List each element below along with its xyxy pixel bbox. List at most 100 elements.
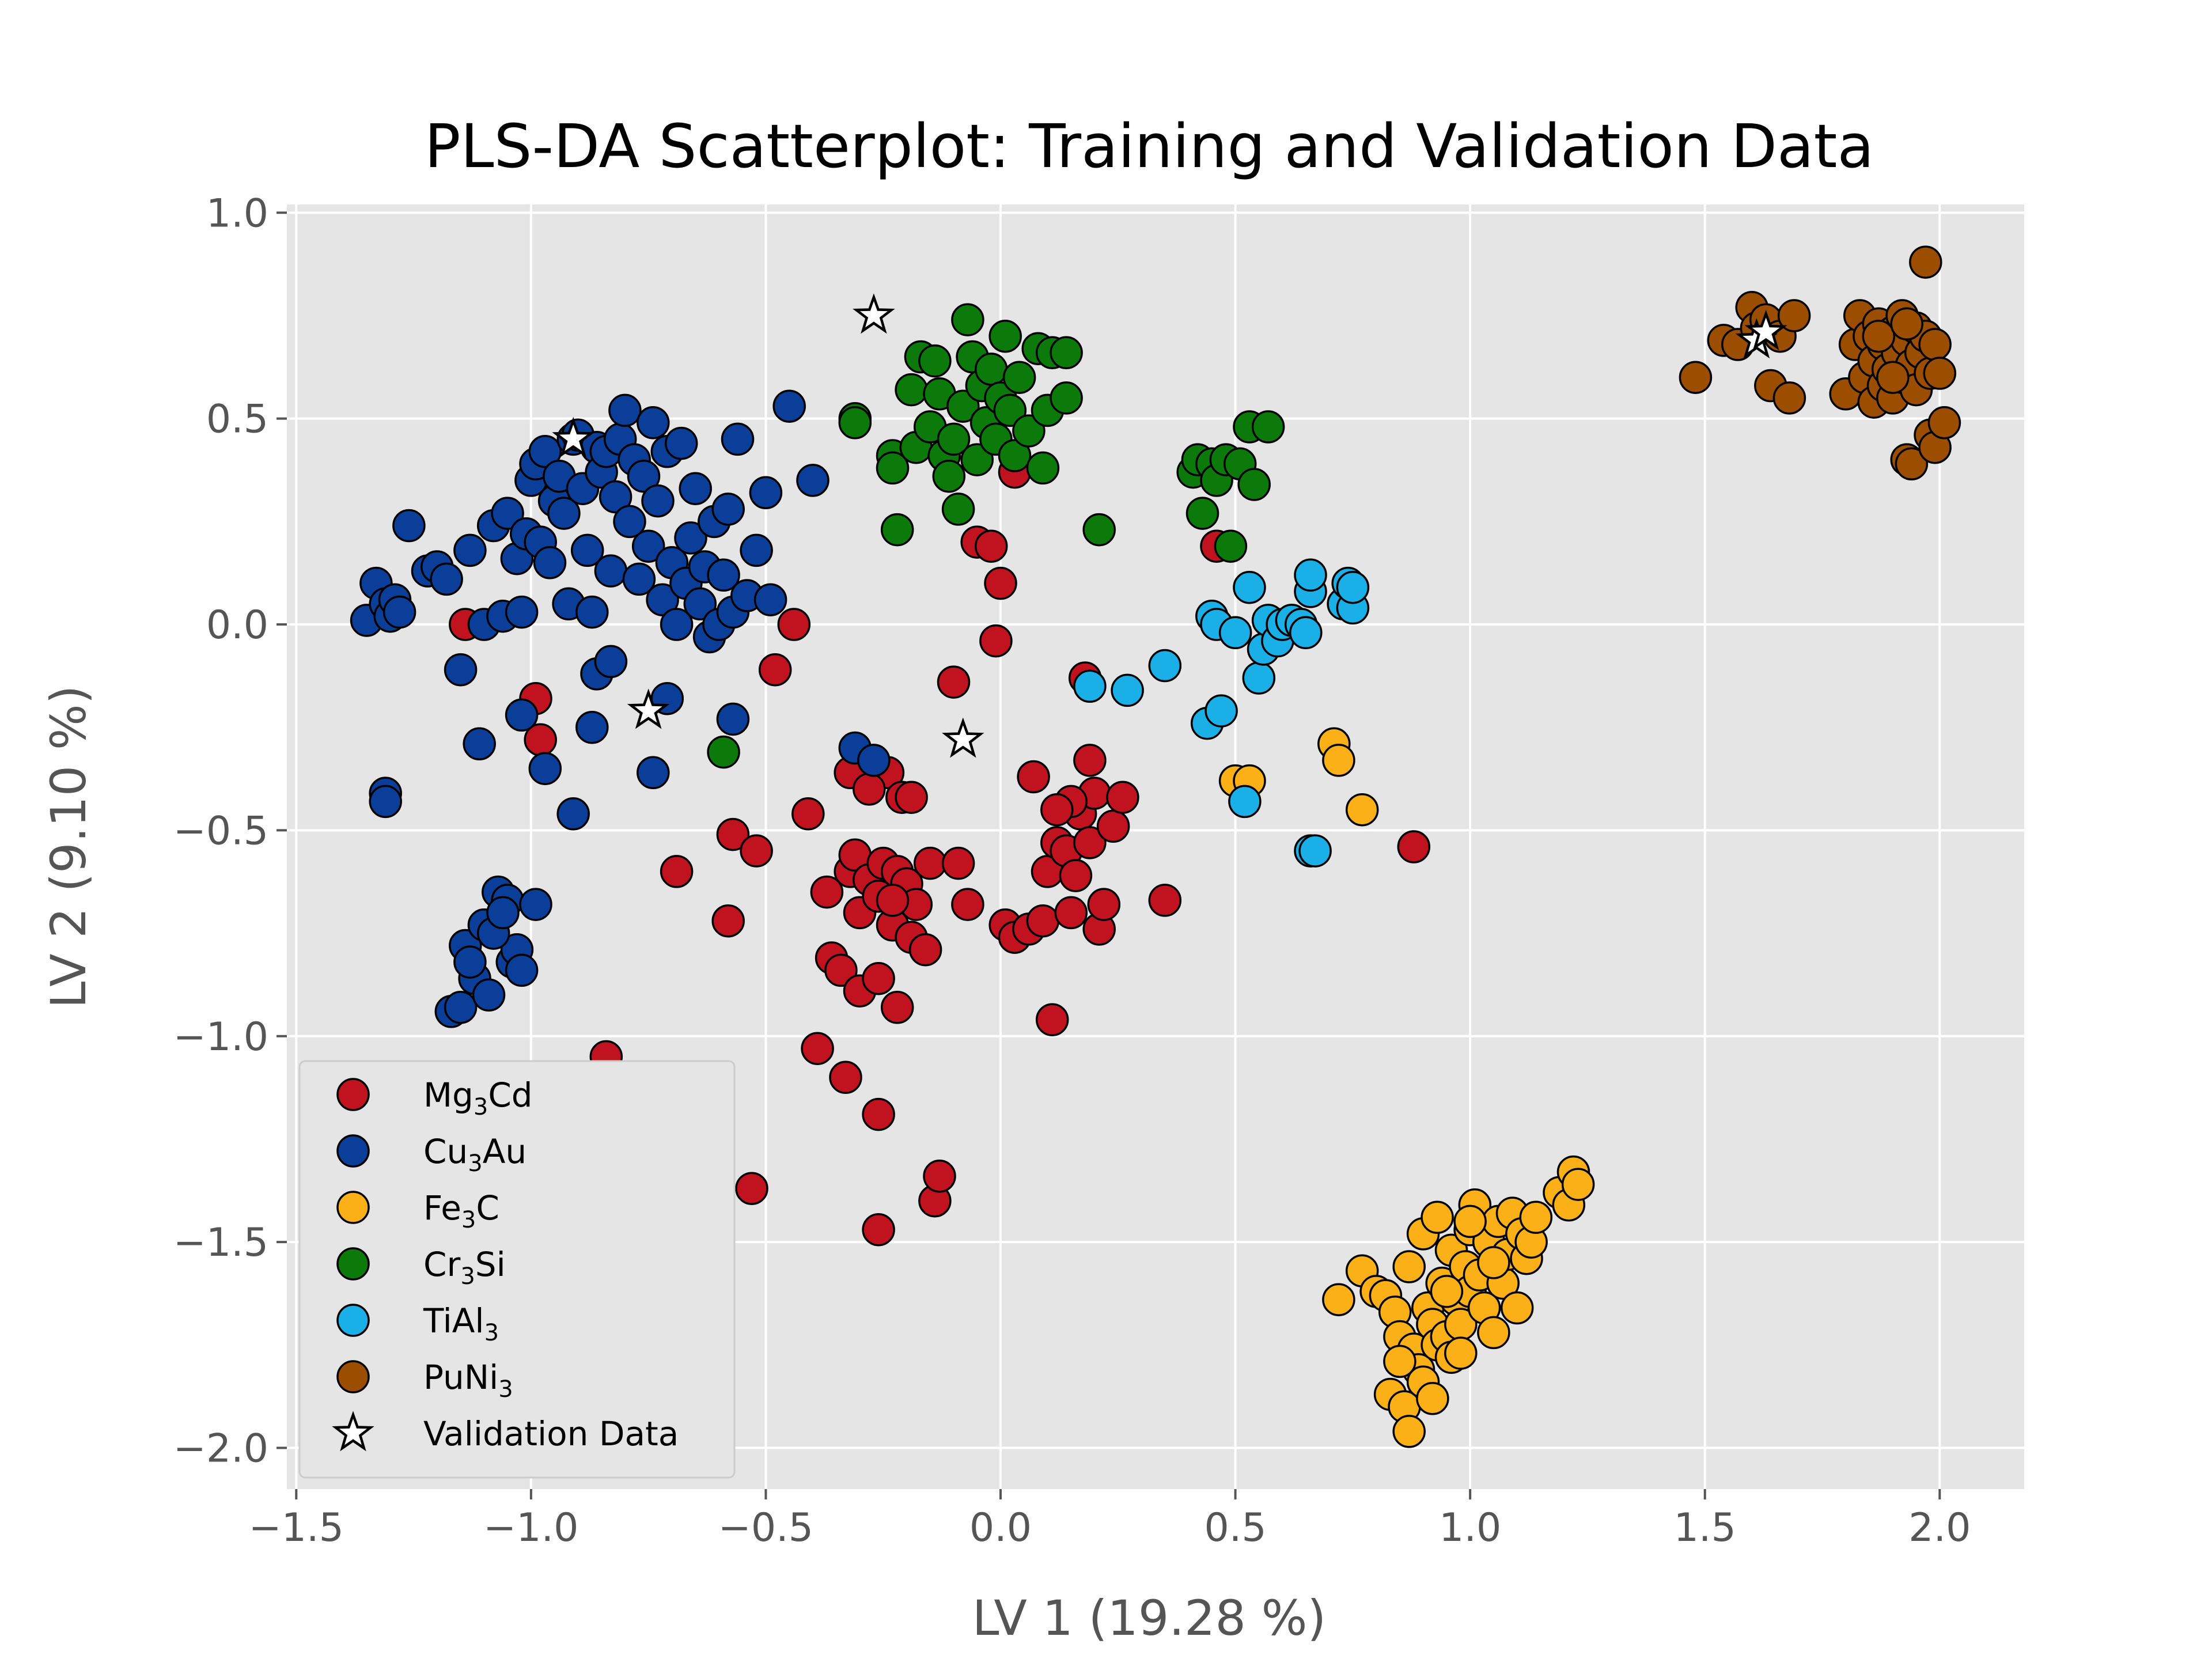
- data-point: [599, 480, 632, 514]
- series-cr3si: [707, 303, 1285, 769]
- legend-marker: [336, 1304, 370, 1337]
- validation-point: [1744, 309, 1787, 350]
- data-point: [1087, 888, 1121, 921]
- data-point: [1059, 859, 1093, 892]
- data-point: [1205, 694, 1238, 728]
- data-point: [941, 846, 975, 880]
- data-point: [505, 698, 539, 732]
- legend-label: Validation Data: [423, 1414, 679, 1453]
- data-point: [1082, 513, 1116, 547]
- validation-point: [853, 293, 895, 334]
- y-tick-label: −1.5: [173, 1220, 268, 1266]
- data-point: [988, 319, 1022, 353]
- data-point: [993, 393, 1027, 427]
- data-point: [1392, 1250, 1426, 1283]
- data-point: [369, 785, 402, 819]
- data-point: [1233, 570, 1266, 604]
- legend-item: Mg3Cd: [336, 1075, 533, 1120]
- y-tick-label: −2.0: [173, 1426, 268, 1472]
- data-point: [1185, 497, 1219, 530]
- y-axis-ticks: 1.0 0.5 0.0 −0.5 −1.0 −1.5 −2.0: [173, 191, 287, 1472]
- x-tick-label: 1.0: [1439, 1505, 1501, 1551]
- x-tick-label: 1.5: [1674, 1505, 1736, 1551]
- data-point: [528, 752, 562, 785]
- legend-box: [298, 1060, 736, 1479]
- x-tick-label: −1.5: [249, 1505, 344, 1551]
- data-point: [1421, 1200, 1454, 1234]
- data-point: [960, 443, 994, 476]
- legend-items: Mg3Cd Cu3Au Fe3C Cr3Si TiAl3 PuNi3 Validation …: [332, 1075, 679, 1453]
- data-point: [519, 888, 552, 921]
- data-point: [707, 735, 740, 769]
- data-point: [829, 1060, 862, 1094]
- data-point: [528, 435, 562, 468]
- data-point: [444, 653, 478, 687]
- data-point: [631, 529, 665, 563]
- data-point: [1026, 451, 1060, 485]
- data-point: [1322, 1283, 1355, 1316]
- data-point: [1096, 809, 1130, 843]
- data-point: [716, 817, 750, 851]
- data-point: [838, 406, 872, 440]
- data-point: [1561, 1168, 1595, 1201]
- data-point: [876, 884, 910, 917]
- y-tick-label: 1.0: [206, 191, 268, 236]
- data-point: [1002, 361, 1036, 394]
- data-point: [951, 888, 984, 921]
- validation-point: [552, 416, 595, 457]
- data-point: [1345, 793, 1379, 827]
- data-point: [946, 389, 980, 423]
- data-point: [1017, 760, 1050, 794]
- chart-title: PLS-DA Scatterplot: Training and Validat…: [425, 111, 1874, 181]
- data-point: [622, 562, 656, 596]
- data-point: [1392, 1415, 1426, 1448]
- x-tick-label: 0.0: [969, 1505, 1032, 1551]
- data-point: [1040, 793, 1074, 827]
- validation-point: [627, 688, 670, 729]
- data-point: [1289, 616, 1323, 650]
- x-tick-label: 0.5: [1204, 1505, 1266, 1551]
- data-point: [853, 772, 886, 806]
- y-tick-label: −1.0: [173, 1014, 268, 1060]
- data-point: [974, 353, 1008, 386]
- data-point: [716, 702, 750, 736]
- data-point: [932, 459, 966, 493]
- data-point: [979, 624, 1013, 658]
- legend-item: Fe3C: [336, 1188, 499, 1233]
- data-point: [857, 744, 891, 777]
- legend-label: TiAl3: [423, 1301, 499, 1346]
- data-point: [937, 665, 971, 699]
- data-point: [707, 558, 740, 592]
- data-point: [444, 991, 478, 1024]
- legend-item-validation: Validation Data: [332, 1411, 679, 1453]
- data-point: [1106, 781, 1139, 814]
- data-point: [895, 781, 928, 814]
- validation-point: [942, 717, 984, 758]
- data-point: [1054, 896, 1088, 930]
- data-point: [998, 439, 1032, 472]
- legend-marker: [336, 1247, 370, 1281]
- data-point: [791, 797, 825, 831]
- data-point: [1777, 299, 1811, 332]
- legend-marker: [336, 1134, 370, 1168]
- data-point: [505, 953, 539, 987]
- y-tick-label: 0.0: [206, 603, 268, 648]
- data-point: [486, 896, 520, 930]
- data-point: [862, 961, 895, 995]
- data-point: [570, 533, 604, 567]
- data-point: [575, 595, 609, 629]
- data-point: [664, 426, 698, 460]
- data-point: [1298, 834, 1332, 868]
- legend-label: Fe3C: [423, 1188, 499, 1233]
- data-point: [1923, 357, 1957, 390]
- y-axis-label: LV 2 (9.10 %): [40, 685, 97, 1009]
- data-point: [1453, 1205, 1487, 1238]
- data-point: [1322, 744, 1355, 777]
- data-point: [772, 389, 806, 423]
- data-point: [505, 595, 539, 629]
- y-tick-label: −0.5: [173, 808, 268, 854]
- data-point: [1228, 785, 1262, 819]
- data-point: [463, 727, 496, 761]
- data-point: [941, 493, 975, 526]
- data-point: [937, 422, 971, 456]
